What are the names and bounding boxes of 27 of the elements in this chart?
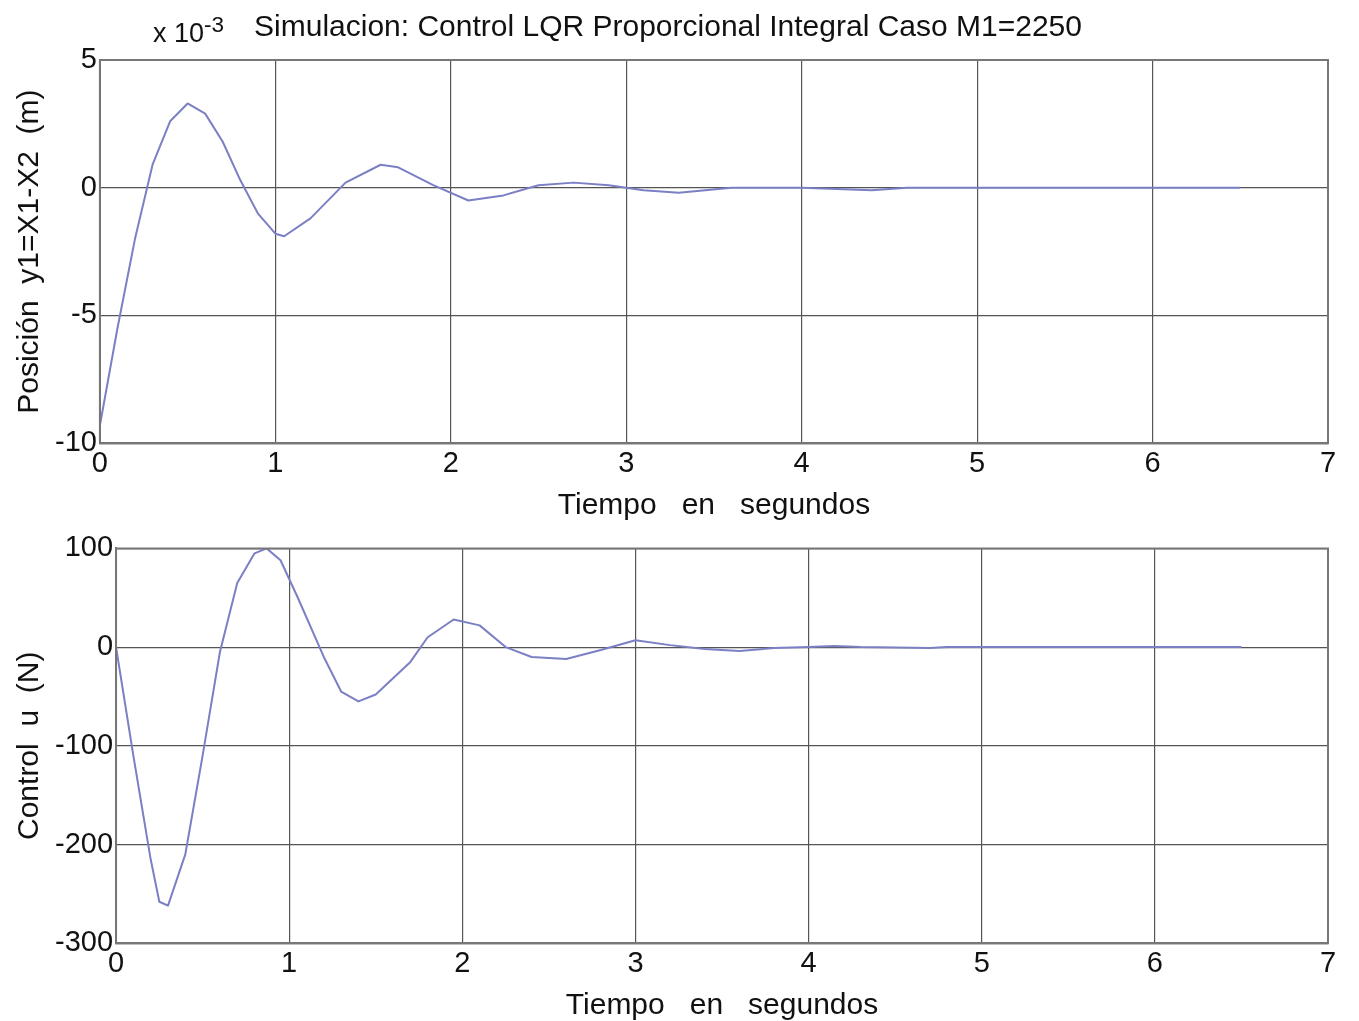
x-tick-label: 1 xyxy=(267,445,284,478)
x-tick-label: 5 xyxy=(973,945,990,978)
x-tick-label: 6 xyxy=(1146,945,1163,978)
x-tick-label: 3 xyxy=(618,445,635,478)
x-tick-label: 2 xyxy=(442,445,459,478)
chart-title: Simulacion: Control LQR Proporcional Integral Caso M1=2250 xyxy=(254,9,1082,43)
y-tick-label: 0 xyxy=(96,629,114,662)
x-tick-label: 2 xyxy=(454,945,471,978)
x-tick-label: 7 xyxy=(1319,945,1337,978)
y-tick-label: 5 xyxy=(80,42,97,74)
y-tick-label: -5 xyxy=(71,297,97,330)
x-axis-title: Tiempo en segundos xyxy=(557,487,871,521)
x-tick-label: 4 xyxy=(793,445,810,478)
x-axis-title: Tiempo en segundos xyxy=(565,987,879,1021)
y-axis-title: Posición y1=X1-X2 (m) xyxy=(11,89,45,414)
y-tick-label: 0 xyxy=(80,169,97,202)
x-tick-label: 6 xyxy=(1144,445,1161,478)
y-tick-label: 100 xyxy=(64,530,114,563)
x-tick-label: 1 xyxy=(281,945,298,978)
y-axis-title: Control u (N) xyxy=(11,651,45,840)
text: x 10$^{-3}$ xyxy=(153,12,225,49)
x-tick-label: 4 xyxy=(800,945,817,978)
y-tick-label: -200 xyxy=(55,826,114,859)
x-tick-label: 7 xyxy=(1319,445,1337,478)
y-tick-label: -100 xyxy=(55,727,114,760)
x-tick-label: 3 xyxy=(627,945,644,978)
x-tick-label: 5 xyxy=(969,445,986,478)
